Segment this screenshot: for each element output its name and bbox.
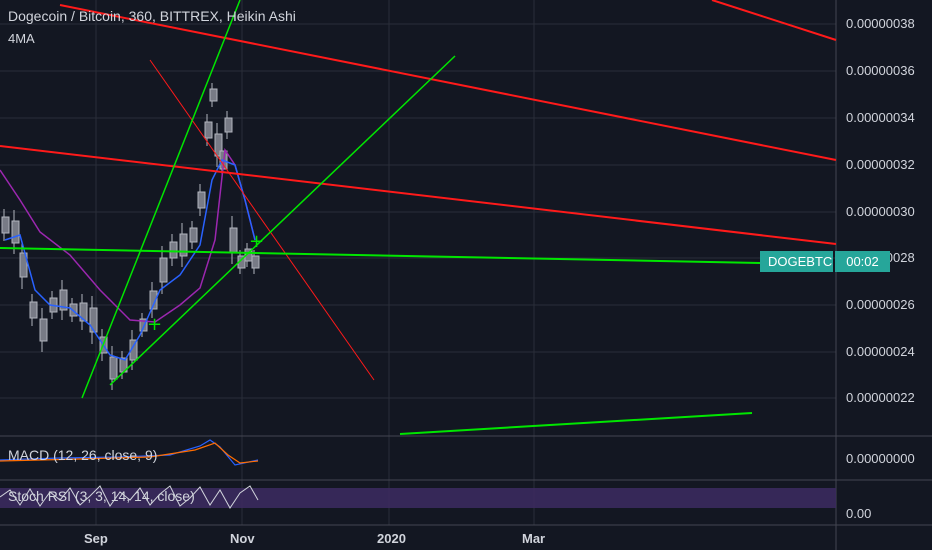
candle-body [189, 227, 198, 243]
ma-blue-line [4, 159, 256, 361]
price-tick-label: 0.00000036 [846, 63, 915, 78]
candle-body [251, 255, 260, 269]
candle-body [79, 302, 88, 322]
green-trend-line [81, 0, 241, 399]
candle-body [129, 339, 138, 361]
candle-body [1, 216, 10, 234]
candle-body [159, 257, 168, 283]
price-tick-label: 0.00000038 [846, 16, 915, 31]
macd-label: MACD (12, 26, close, 9) [8, 447, 158, 463]
stoch-k-line [0, 485, 259, 509]
candle-body [11, 220, 20, 244]
candle-body [169, 241, 178, 259]
candle-body [39, 318, 48, 342]
overlays: ++ [0, 0, 837, 435]
buy-marker: + [249, 231, 264, 252]
price-tick-label: 0.00000030 [846, 204, 915, 219]
chart-title: Dogecoin / Bitcoin, 360, BITTREX, Heikin… [8, 8, 296, 24]
time-tick-label: Nov [230, 531, 255, 546]
price-tick-label: 0.00000034 [846, 110, 915, 125]
red-thin-line [149, 59, 375, 381]
price-tick-label: 0.00000024 [846, 344, 915, 359]
indicator-panes [0, 439, 836, 509]
candles [1, 83, 260, 390]
red-trend-line [711, 0, 837, 41]
price-tick-label: 0.00000032 [846, 157, 915, 172]
buy-marker: + [147, 314, 162, 335]
candle-body [29, 301, 38, 319]
indicator-label: 4MA [8, 31, 35, 46]
red-trend-line [0, 145, 837, 245]
time-tick-label: 2020 [377, 531, 406, 546]
macd-line [0, 439, 259, 466]
candle-body [197, 191, 206, 209]
candle-body [204, 121, 213, 139]
candle-body [109, 356, 118, 380]
candle-body [244, 248, 253, 262]
candle-body [19, 252, 28, 278]
candle-body [89, 307, 98, 333]
candle-body [139, 318, 148, 332]
candle-body [59, 289, 68, 311]
stoch-axis-value: 0.00 [846, 506, 872, 521]
candle-body [229, 227, 238, 253]
ma-magenta-line [0, 147, 256, 323]
macd-signal-line [0, 442, 259, 464]
red-trend-line [59, 4, 837, 161]
candle-body [179, 233, 188, 257]
price-tick-label: 0.00000026 [846, 297, 915, 312]
candle-body [209, 88, 218, 102]
green-trend-line [399, 412, 753, 435]
green-trend-line [109, 55, 456, 386]
stoch-label: Stoch RSI (3, 3, 14, 14, close) [8, 488, 195, 504]
time-tick-label: Mar [522, 531, 546, 546]
candle-body [224, 117, 233, 133]
green-trend-line [0, 247, 761, 264]
price-tick-label: 0.00000022 [846, 390, 915, 405]
macd-axis-value: 0.00000000 [846, 451, 915, 466]
symbol-badge: DOGEBTC [760, 251, 833, 272]
countdown-badge: 00:02 [835, 251, 890, 272]
candle-body [149, 290, 158, 310]
time-tick-label: Sep [84, 531, 108, 546]
